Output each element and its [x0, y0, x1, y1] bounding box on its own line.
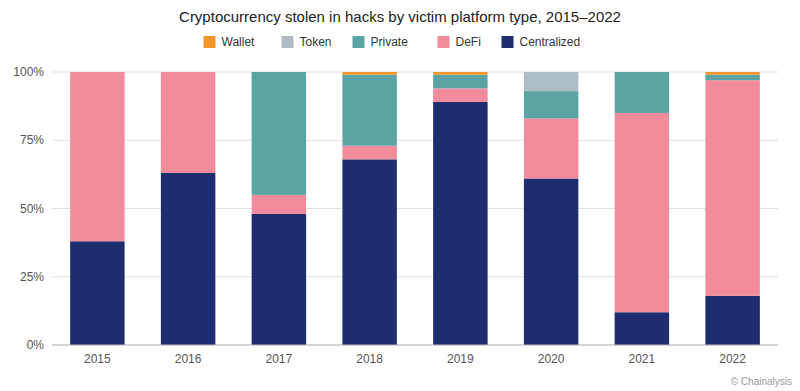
bar-segment	[342, 75, 396, 146]
legend-swatch	[282, 36, 294, 48]
bar-segment	[433, 88, 487, 102]
bar-segment	[705, 72, 759, 75]
bar-segment	[433, 72, 487, 75]
bar-segment	[524, 178, 578, 345]
x-axis-line	[52, 345, 778, 346]
grid-line	[52, 345, 778, 346]
y-axis: 0% 25% 50% 75% 100%	[13, 65, 778, 352]
bars	[70, 72, 760, 345]
bar-segment	[70, 72, 124, 73]
legend-label: Token	[300, 35, 332, 49]
y-tick-label: 0%	[27, 338, 45, 352]
bar-segment	[433, 102, 487, 345]
bar-segment	[615, 113, 669, 312]
x-tick-label: 2018	[356, 352, 383, 366]
legend: Wallet Token Private DeFi Centralized	[204, 35, 581, 49]
legend-label: Wallet	[222, 35, 256, 49]
bar-segment	[705, 296, 759, 345]
bar-segment	[615, 72, 669, 73]
chart-svg: Cryptocurrency stolen in hacks by victim…	[0, 0, 800, 391]
bar-segment	[252, 195, 306, 214]
bar-segment	[342, 159, 396, 345]
bar-segment	[70, 72, 124, 73]
bar-segment	[342, 146, 396, 160]
bar-segment	[70, 241, 124, 345]
legend-label: Private	[371, 35, 409, 49]
x-tick-label: 2021	[629, 352, 656, 366]
x-tick-label: 2015	[84, 352, 111, 366]
bar-segment	[252, 72, 306, 73]
x-axis: 2015 2016 2017 2018 2019 2020 2021 2022	[84, 352, 746, 366]
x-tick-label: 2020	[538, 352, 565, 366]
bar-segment	[161, 173, 215, 345]
x-tick-label: 2022	[719, 352, 746, 366]
bar-segment	[705, 80, 759, 296]
bar-segment	[70, 72, 124, 73]
y-tick-label: 75%	[20, 133, 44, 147]
legend-swatch	[438, 36, 450, 48]
bar-segment	[252, 214, 306, 345]
bar-segment	[524, 72, 578, 91]
bar-segment	[161, 72, 215, 73]
bar-segment	[615, 72, 669, 113]
bar-segment	[252, 72, 306, 73]
bar-segment	[524, 118, 578, 178]
y-tick-label: 25%	[20, 270, 44, 284]
bar-segment	[615, 312, 669, 345]
x-tick-label: 2019	[447, 352, 474, 366]
bar-segment	[161, 72, 215, 73]
legend-swatch	[353, 36, 365, 48]
x-tick-label: 2017	[266, 352, 293, 366]
legend-swatch	[204, 36, 216, 48]
chart-container: Cryptocurrency stolen in hacks by victim…	[0, 0, 800, 391]
bar-segment	[342, 72, 396, 75]
y-tick-label: 100%	[13, 65, 44, 79]
y-tick-label: 50%	[20, 202, 44, 216]
bar-segment	[161, 72, 215, 73]
bar-segment	[524, 91, 578, 118]
bar-segment	[705, 75, 759, 80]
bar-segment	[524, 72, 578, 73]
bar-segment	[433, 75, 487, 89]
legend-swatch	[502, 36, 514, 48]
bar-segment	[615, 72, 669, 73]
bar-segment	[252, 72, 306, 195]
bar-segment	[70, 72, 124, 241]
title: Cryptocurrency stolen in hacks by victim…	[179, 8, 621, 25]
bar-segment	[161, 72, 215, 173]
legend-label: Centralized	[520, 35, 581, 49]
annotation: © Chainalysis	[731, 376, 792, 387]
x-tick-label: 2016	[175, 352, 202, 366]
legend-label: DeFi	[456, 35, 481, 49]
